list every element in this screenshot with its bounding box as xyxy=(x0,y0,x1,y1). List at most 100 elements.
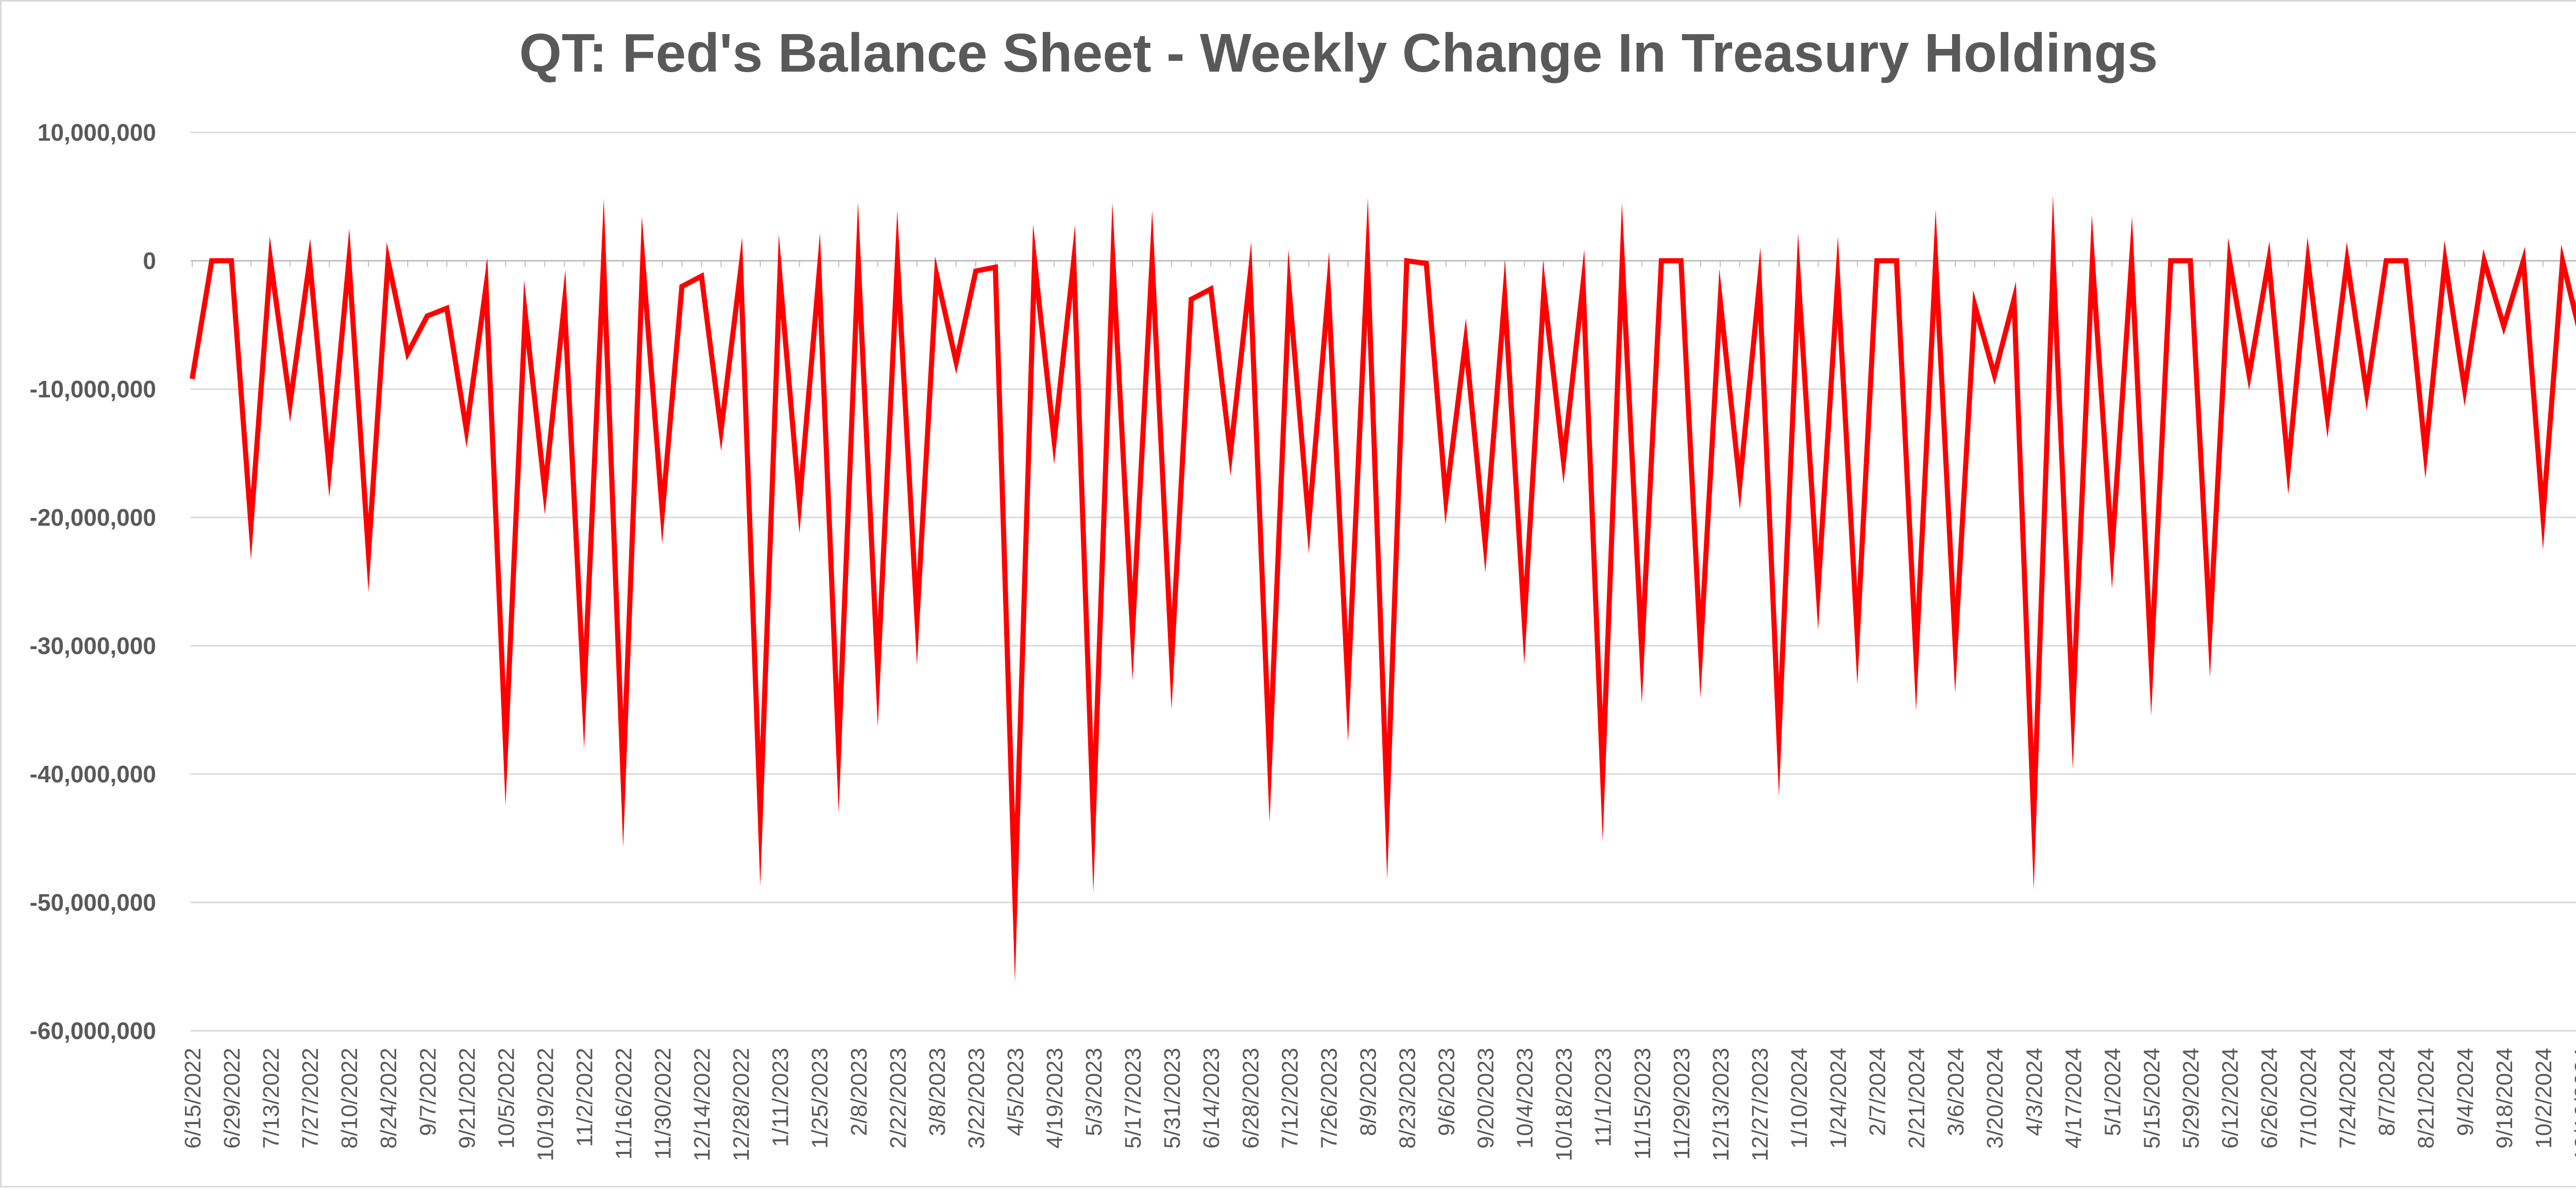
x-axis xyxy=(191,260,2576,267)
data-point xyxy=(1757,281,1762,287)
data-point xyxy=(2521,258,2526,263)
data-point xyxy=(914,616,920,622)
x-tick-label: 3/6/2024 xyxy=(1943,1048,1969,1136)
data-point xyxy=(875,670,880,675)
data-point xyxy=(2148,660,2154,665)
data-point xyxy=(2090,258,2095,263)
data-point xyxy=(1561,458,1566,463)
x-tick-label: 5/29/2024 xyxy=(2178,1048,2204,1149)
data-point xyxy=(1463,339,1468,344)
x-tick-label: 2/8/2023 xyxy=(846,1048,872,1136)
data-point xyxy=(621,777,626,782)
x-tick-label: 6/15/2022 xyxy=(180,1048,206,1149)
x-tick-label: 12/28/2022 xyxy=(729,1048,754,1161)
data-point xyxy=(2540,514,2546,519)
data-point xyxy=(895,258,900,263)
x-tick-label: 7/13/2022 xyxy=(259,1048,284,1149)
x-tick-label: 2/22/2023 xyxy=(886,1048,911,1149)
x-tick-label: 10/5/2022 xyxy=(494,1048,519,1149)
data-point xyxy=(209,258,214,263)
data-point xyxy=(248,523,253,528)
data-point xyxy=(2266,258,2272,263)
data-point xyxy=(1581,281,1586,287)
data-point xyxy=(287,400,293,406)
x-tick-label: 6/14/2023 xyxy=(1199,1048,1224,1149)
data-point xyxy=(1639,650,1645,655)
data-point xyxy=(346,258,351,263)
data-point xyxy=(522,311,528,316)
x-tick-label: 1/10/2024 xyxy=(1787,1048,1812,1149)
data-point xyxy=(1130,629,1135,634)
x-tick-label: 5/31/2023 xyxy=(1160,1048,1185,1149)
x-tick-label: 6/26/2024 xyxy=(2257,1048,2282,1149)
data-point xyxy=(1659,258,1664,263)
x-tick-label: 2/7/2024 xyxy=(1865,1048,1890,1136)
x-tick-label: 4/19/2023 xyxy=(1042,1048,1067,1149)
x-tick-label: 6/12/2024 xyxy=(2217,1048,2243,1149)
data-point xyxy=(366,551,371,556)
x-tick-label: 10/19/2022 xyxy=(533,1048,558,1161)
data-point xyxy=(2286,465,2291,470)
y-tick-label: 0 xyxy=(143,247,156,274)
x-tick-label: 10/4/2023 xyxy=(1513,1048,1538,1149)
data-point xyxy=(2208,627,2213,632)
data-point xyxy=(2168,258,2173,263)
x-tick-label: 7/27/2022 xyxy=(298,1048,323,1149)
data-point xyxy=(1286,288,1292,293)
data-point xyxy=(2050,258,2056,263)
data-point xyxy=(1052,438,1057,443)
data-point xyxy=(797,501,802,506)
y-tick-label: -30,000,000 xyxy=(29,632,156,659)
data-point xyxy=(268,258,273,263)
y-tick-label: -40,000,000 xyxy=(29,761,156,788)
data-point xyxy=(1267,758,1272,763)
data-point xyxy=(2247,373,2252,378)
data-point xyxy=(954,360,959,365)
data-point xyxy=(1698,647,1703,652)
y-tick-label: -60,000,000 xyxy=(29,1017,156,1044)
x-tick-label: 11/30/2022 xyxy=(651,1048,676,1160)
x-tick-label: 9/6/2023 xyxy=(1434,1048,1460,1136)
data-point xyxy=(2403,258,2409,263)
data-point xyxy=(1796,279,1801,284)
y-tick-label: -20,000,000 xyxy=(29,504,156,531)
x-tick-label: 3/8/2023 xyxy=(925,1048,950,1136)
y-tick-label: -10,000,000 xyxy=(29,376,156,403)
data-point xyxy=(2129,258,2134,263)
x-tick-label: 1/24/2024 xyxy=(1826,1048,1851,1149)
data-point xyxy=(2306,258,2311,263)
data-point xyxy=(1835,277,1840,282)
data-point xyxy=(699,274,704,279)
data-point xyxy=(1444,497,1449,502)
data-point xyxy=(758,813,763,818)
data-point xyxy=(1953,643,1958,648)
x-tick-label: 5/17/2023 xyxy=(1121,1048,1146,1149)
x-tick-label: 11/15/2023 xyxy=(1630,1048,1655,1160)
data-point xyxy=(1247,274,1252,279)
x-tick-label: 4/5/2023 xyxy=(1003,1048,1028,1136)
x-tick-label: 8/23/2023 xyxy=(1395,1048,1420,1149)
x-tick-label: 6/29/2022 xyxy=(219,1048,245,1149)
x-tick-label: 12/13/2023 xyxy=(1708,1048,1734,1161)
data-point xyxy=(1032,258,1037,263)
data-point xyxy=(1110,258,1115,263)
data-point xyxy=(1874,258,1879,263)
data-point xyxy=(640,258,646,263)
data-point xyxy=(1933,258,1938,263)
x-tick-label: 6/28/2023 xyxy=(1238,1048,1263,1149)
data-point xyxy=(190,376,195,381)
series-line xyxy=(190,195,2576,982)
x-tick-label: 10/18/2023 xyxy=(1552,1048,1577,1161)
data-point xyxy=(660,510,665,515)
data-point xyxy=(1600,773,1605,778)
y-tick-label: -50,000,000 xyxy=(29,889,156,916)
data-point xyxy=(1776,734,1782,740)
data-point xyxy=(582,692,587,697)
data-point xyxy=(464,428,469,433)
data-point xyxy=(1718,298,1723,303)
data-point xyxy=(680,284,685,289)
x-tick-label: 4/17/2024 xyxy=(2061,1048,2086,1149)
data-point xyxy=(2227,258,2232,263)
x-tick-label: 10/16/2024 xyxy=(2570,1048,2576,1161)
data-point xyxy=(425,313,430,319)
